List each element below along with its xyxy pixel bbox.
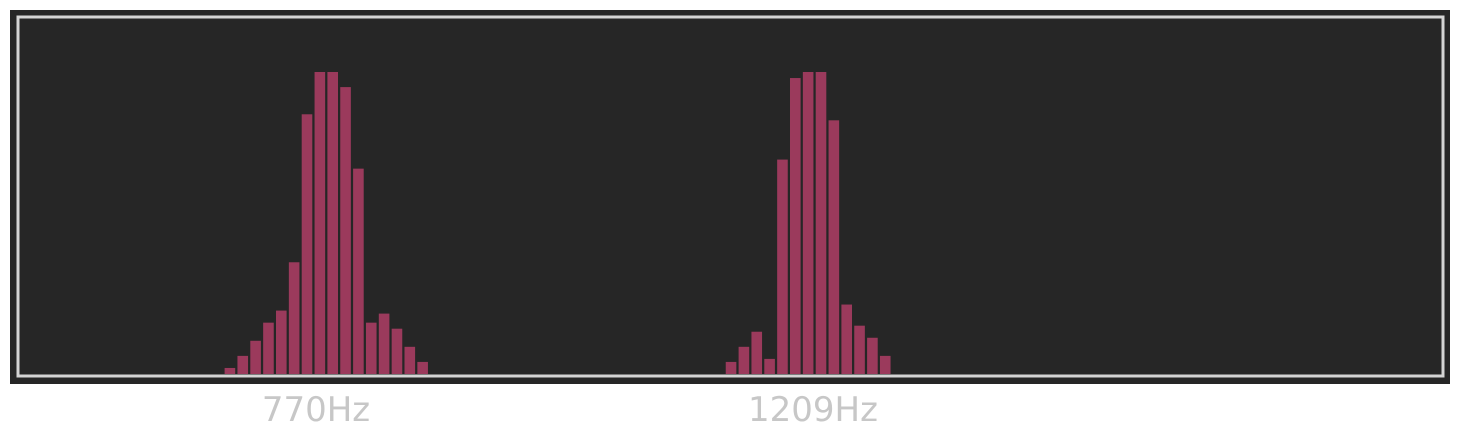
tick-label-1209hz: 1209Hz [748, 390, 878, 430]
spectrum-bar [250, 340, 261, 374]
spectrum-bar [327, 72, 338, 374]
spectrum-bar [340, 87, 351, 374]
spectrum-bar [288, 262, 300, 374]
spectrum-bar [353, 168, 364, 374]
bars-group [224, 72, 891, 374]
spectrum-bar [404, 346, 416, 374]
spectrum-bar [854, 325, 865, 374]
spectrum-bar [378, 313, 390, 374]
spectrum-bar [391, 328, 403, 374]
spectrum-bar [777, 159, 788, 374]
spectrum-bar [738, 346, 750, 374]
spectrum-bar [417, 361, 428, 374]
spectrum-bar [879, 355, 891, 374]
spectrum-bar [828, 120, 840, 374]
spectrum-bar [867, 337, 878, 374]
spectrum-bar [725, 361, 737, 374]
spectrum-bar [224, 367, 236, 374]
spectrum-bar [263, 322, 274, 374]
spectrum-bar [276, 310, 287, 374]
tick-label-770hz: 770Hz [261, 390, 371, 430]
spectrum-bar [802, 72, 814, 374]
spectrum-chart [16, 15, 1445, 378]
spectrum-bar [314, 72, 326, 374]
spectrum-bar [237, 355, 249, 374]
spectrum-bar [751, 331, 763, 374]
spectrum-bar [841, 304, 852, 374]
spectrum-panel [10, 10, 1450, 384]
spectrum-bar [365, 322, 377, 374]
spectrum-bar [815, 72, 827, 374]
spectrum-bar [764, 358, 775, 374]
spectrum-bar [301, 114, 313, 374]
spectrum-bar [790, 78, 801, 374]
chart-frame [16, 15, 1445, 378]
